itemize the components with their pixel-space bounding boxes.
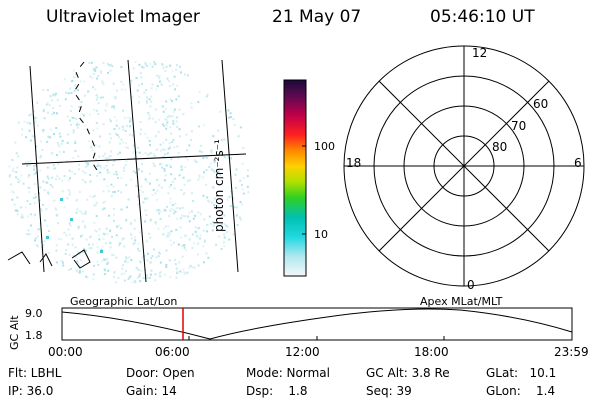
info-flt: Flt: LBHL	[8, 366, 62, 380]
mlt-label-0: 0	[467, 278, 475, 292]
altplot-ytick-9: 9.0	[25, 307, 43, 320]
info-glat: GLat: 10.1	[486, 366, 557, 380]
mlat-label-70: 70	[511, 119, 527, 133]
emission-speckle	[8, 61, 250, 284]
time-label: 05:46:10 UT	[430, 7, 535, 27]
altplot-xtick-2: 12:00	[285, 345, 320, 359]
date-label: 21 May 07	[272, 7, 362, 27]
longitude-line-left	[29, 65, 45, 273]
info-ip: IP: 36.0	[8, 384, 54, 398]
altplot-xtick-1: 06:00	[155, 345, 190, 359]
info-door: Door: Open	[126, 366, 195, 380]
info-gain: Gain: 14	[126, 384, 177, 398]
colorbar-tick-10: 10	[314, 228, 328, 241]
colorbar	[283, 79, 307, 277]
info-dsp: Dsp: 1.8	[246, 384, 308, 398]
info-mode: Mode: Normal	[246, 366, 330, 380]
altitude-curve	[61, 308, 573, 340]
coastline-bottom	[7, 249, 91, 269]
mlt-label-12: 12	[472, 46, 488, 60]
polar-diagonal-2	[378, 80, 550, 252]
mlat-label-60: 60	[533, 97, 549, 111]
instrument-title: Ultraviolet Imager	[46, 7, 200, 27]
info-seq: Seq: 39	[366, 384, 412, 398]
info-glon: GLon: 1.4	[486, 384, 556, 398]
altplot-frame	[61, 307, 573, 341]
coastline-dashed	[73, 61, 99, 173]
info-gc-alt: GC Alt: 3.8 Re	[366, 366, 450, 380]
altplot-ytick-1: 1.8	[25, 329, 43, 342]
longitude-line-right	[221, 59, 239, 273]
longitude-line-mid	[127, 59, 147, 283]
altplot-left-label: Geographic Lat/Lon	[70, 295, 178, 308]
altplot-xtick-0: 00:00	[48, 345, 83, 359]
mlat-label-80: 80	[492, 140, 508, 154]
latitude-line	[21, 153, 247, 165]
altplot-xtick-3: 18:00	[414, 345, 449, 359]
geo-grid-lines	[21, 59, 247, 283]
altplot-right-label: Apex MLat/MLT	[420, 295, 503, 308]
mlt-label-6: 6	[574, 156, 582, 170]
colorbar-tick-100: 100	[314, 140, 335, 153]
altplot-xtick-4: 23:59	[554, 345, 589, 359]
mlt-label-18: 18	[346, 156, 362, 170]
